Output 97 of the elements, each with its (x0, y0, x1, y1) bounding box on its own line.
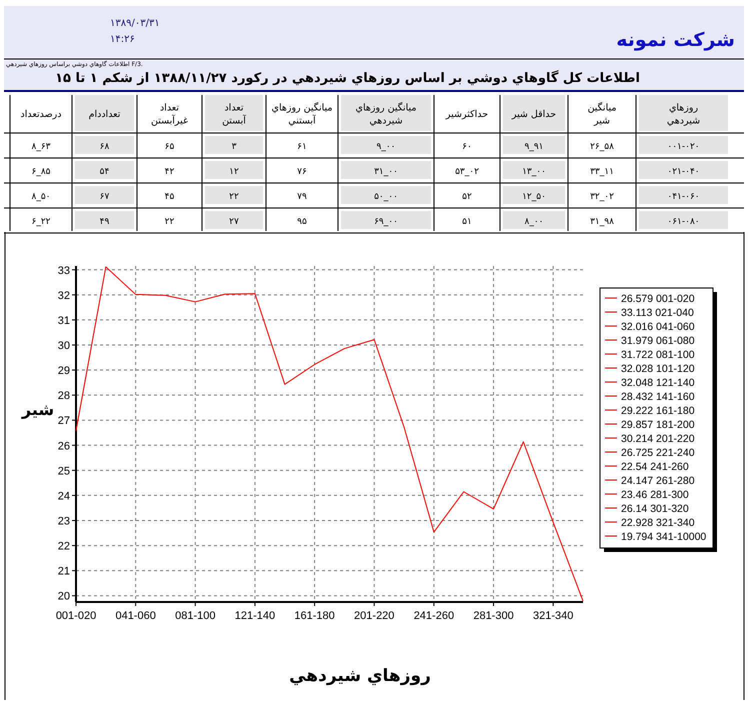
text: ۸_۵۰ (31, 192, 51, 202)
text: ۰۰۱-۰۲۰ (667, 142, 700, 152)
text: 32.016 041-060 (621, 321, 695, 333)
text: ۶۸ (100, 142, 110, 152)
category-label: ميانگين روزهاي شيردهي (356, 102, 416, 126)
text: 30.214 201-220 (621, 433, 695, 445)
y-tick-label: 32 (58, 290, 70, 302)
text: ۸_۶۳ (31, 142, 51, 152)
text: ۱۲_۵۰ (522, 192, 546, 202)
text: 31.722 081-100 (621, 349, 695, 361)
text: 32.028 101-120 (621, 363, 695, 375)
category-label: تعداد غيرآبستن (151, 102, 188, 126)
x-tick-label: 001-020 (56, 610, 96, 622)
y-tick-label: 21 (58, 566, 70, 578)
category-label: حداقل شير (510, 109, 556, 120)
text: ۵۱ (462, 217, 472, 227)
text: ۵۰_۰۰ (374, 192, 398, 202)
text: ۵۲ (462, 192, 472, 202)
text: ۳۲_۰۲ (590, 192, 614, 202)
text: ۱۳_۰۰ (522, 167, 546, 177)
text: ۰۴۱-۰۶۰ (667, 192, 700, 202)
x-axis-title: روزهاي شيردهي (289, 666, 431, 686)
text: ۹_۹۱ (524, 142, 544, 152)
text: 26.579 001-020 (621, 293, 695, 305)
y-tick-label: 24 (58, 490, 70, 502)
text: ۹_۰۰ (376, 142, 396, 152)
text: ۲۷ (229, 217, 239, 227)
y-tick-label: 22 (58, 540, 70, 553)
text: اطلاعات كل گاوهاي دوشي بر اساس روزهاي شيردهي در ركورد ۱۳۸۸/۱۱/۲۷ از شكم ۱ تا ۱۵ (55, 70, 640, 86)
x-tick-label: 241-260 (414, 610, 454, 622)
x-tick-label: 121-140 (234, 610, 276, 622)
text: ۶_۸۵ (31, 167, 51, 177)
y-tick-label: 20 (58, 590, 70, 603)
text: 22.54 241-260 (621, 461, 689, 473)
x-tick-label: 281-300 (473, 610, 514, 622)
text: ۹۵ (297, 217, 307, 227)
text: ۷۶ (297, 167, 307, 177)
text: ۲۶_۵۸ (590, 142, 614, 152)
text: ۶۱ (297, 142, 307, 152)
y-tick-label: 27 (58, 415, 70, 428)
y-tick-label: 28 (58, 390, 70, 402)
text: 28.432 141-160 (621, 391, 695, 403)
category-label: تعداد آبستن (222, 102, 246, 126)
text: ۲۲ (229, 192, 239, 202)
text: 33.113 021-040 (621, 307, 694, 319)
x-tick-label: 161-180 (294, 610, 335, 622)
text: ۸_۰۰ (524, 217, 544, 227)
x-tick-label: 081-100 (175, 610, 216, 622)
text: ۶۵ (164, 142, 174, 152)
y-tick-label: 30 (58, 340, 70, 352)
text: ۴۹ (100, 217, 110, 227)
text: ۵۴ (100, 167, 110, 177)
text: ۱۴:۲۶ (110, 34, 135, 45)
y-tick-label: 23 (58, 516, 70, 528)
category-label: ميانگين شير (588, 102, 616, 126)
text: ۶۹_۰۰ (374, 217, 398, 227)
text: ۶_۲۲ (31, 217, 51, 227)
text: 19.794 341-10000 (621, 531, 706, 543)
text: ۶۷ (100, 192, 110, 202)
y-axis-title: شير (20, 400, 54, 419)
x-tick-label: 321-340 (532, 610, 574, 622)
x-tick-label: 041-060 (115, 610, 156, 622)
text: ۴۲ (164, 167, 174, 177)
text: ۶۰ (462, 142, 472, 152)
text: ۳۱_۹۸ (590, 217, 614, 227)
x-tick-label: 201-220 (354, 610, 394, 622)
text: 23.46 281-300 (621, 489, 689, 501)
y-tick-label: 31 (58, 314, 70, 327)
text: ۲۲ (164, 217, 174, 227)
text: ۵۳_۰۲ (455, 167, 479, 177)
text: 32.048 121-140 (621, 377, 695, 389)
text: ۱۲ (229, 167, 239, 177)
text: ۱۳۸۹/۰۳/۳۱ (110, 18, 160, 29)
y-tick-label: 26 (58, 440, 70, 452)
y-tick-label: 29 (58, 365, 70, 378)
category-label: حداكثرشير (444, 109, 488, 120)
category-label: ميانگين روزهاي آبستني (272, 102, 332, 126)
text: ۳ (232, 142, 236, 152)
text: 24.147 261-280 (621, 475, 695, 487)
category-label: درصدتعداد (20, 109, 62, 120)
text: ۰۲۱-۰۴۰ (667, 167, 700, 177)
text: ۳۱_۰۰ (374, 167, 398, 177)
text: 31.979 061-080 (621, 335, 695, 347)
text: ۴۵ (164, 192, 174, 202)
y-tick-label: 33 (58, 264, 70, 277)
y-tick-label: 25 (58, 465, 70, 478)
category-label: روزهاي شيردهي (666, 102, 700, 126)
text: ۳۳_۱۱ (590, 167, 614, 177)
text: 26.14 301-320 (621, 503, 689, 515)
text: 29.222 161-180 (621, 405, 695, 417)
text: ۰۶۱-۰۸۰ (667, 217, 700, 227)
text: ۷۹ (297, 192, 307, 202)
text: 29.857 181-200 (621, 419, 695, 431)
text: 22.928 321-340 (621, 517, 695, 529)
category-label: تعداددام (88, 109, 121, 120)
text: 26.725 221-240 (621, 447, 695, 459)
text: شرکت نمونه (616, 29, 735, 51)
